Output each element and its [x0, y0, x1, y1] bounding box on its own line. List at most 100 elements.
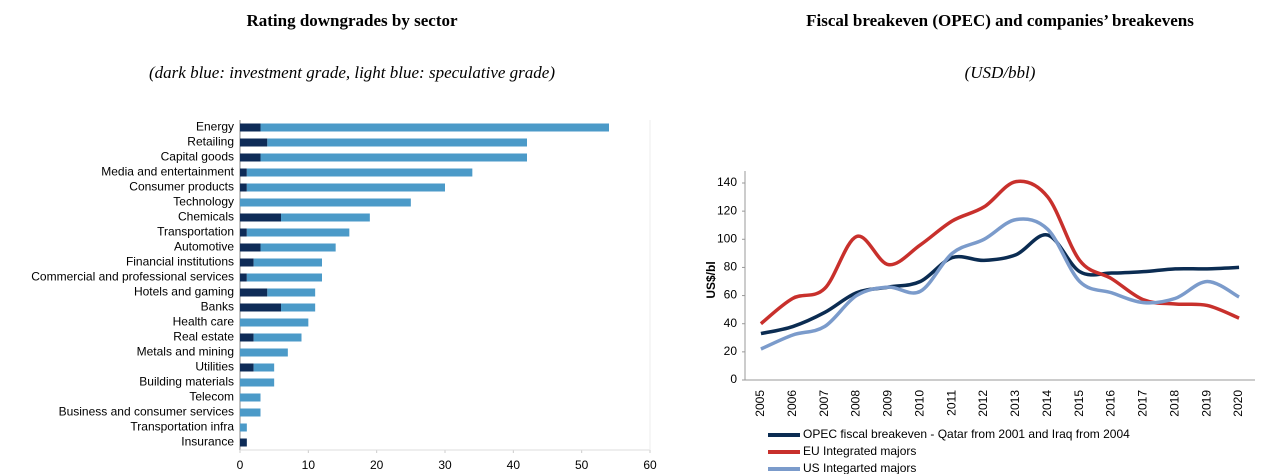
bar-segment	[240, 363, 254, 372]
y-tick-label: Transportation infra	[130, 420, 234, 434]
bar-segment	[260, 153, 527, 162]
y-tick-label: Health care	[173, 315, 235, 329]
bar-segment	[260, 243, 336, 252]
y-tick-label: Consumer products	[129, 180, 234, 194]
bar-segment	[240, 318, 309, 327]
y-tick-label: Retailing	[187, 135, 234, 149]
bar-segment	[240, 183, 247, 192]
x-tick-label: 20	[370, 458, 384, 472]
y-tick-label: Real estate	[173, 330, 234, 344]
bar-segment	[240, 123, 261, 132]
bar-segment	[240, 333, 254, 342]
x-tick-label: 2005	[753, 390, 767, 417]
chart-subtitle: (dark blue: investment grade, light blue…	[149, 63, 555, 82]
chart-title: Fiscal breakeven (OPEC) and companies’ b…	[806, 11, 1194, 30]
y-tick-label: 20	[724, 344, 738, 358]
bar-segment	[240, 168, 247, 177]
legend-label: OPEC fiscal breakeven - Qatar from 2001 …	[803, 427, 1130, 441]
bar-segment	[267, 138, 527, 147]
y-tick-label: Telecom	[189, 390, 234, 404]
y-tick-label: Chemicals	[178, 210, 234, 224]
x-tick-label: 50	[575, 458, 589, 472]
x-tick-label: 2017	[1136, 390, 1150, 417]
y-tick-label: 40	[724, 316, 738, 330]
y-tick-label: Hotels and gaming	[134, 285, 234, 299]
y-tick-label: Building materials	[139, 375, 234, 389]
bar-segment	[240, 138, 268, 147]
y-tick-label: 140	[717, 175, 737, 189]
x-tick-label: 60	[643, 458, 657, 472]
y-tick-label: Automotive	[174, 240, 234, 254]
bar-segment	[240, 243, 261, 252]
y-tick-label: 0	[730, 372, 737, 386]
bar-segment	[240, 213, 281, 222]
bar-segment	[240, 423, 247, 432]
y-tick-label: 100	[717, 231, 737, 245]
x-tick-label: 2018	[1167, 390, 1181, 417]
bar-segment	[281, 213, 370, 222]
bar-segment	[253, 363, 275, 372]
x-tick-label: 10	[302, 458, 316, 472]
bar-segment	[246, 273, 322, 282]
x-tick-label: 2010	[912, 390, 926, 417]
y-axis-label: US$/bl	[704, 261, 718, 298]
x-tick-label: 2008	[849, 390, 863, 417]
x-tick-label: 2016	[1104, 390, 1118, 417]
bar-segment	[260, 123, 609, 132]
bar-segment	[253, 333, 302, 342]
x-tick-label: 2011	[944, 390, 958, 416]
bar-segment	[253, 258, 322, 267]
x-tick-label: 2007	[817, 390, 831, 417]
bar-segment	[240, 378, 275, 387]
bar-segment	[240, 153, 261, 162]
bar-segment	[240, 228, 247, 237]
y-tick-label: Technology	[173, 195, 234, 209]
bar-segment	[246, 228, 350, 237]
bar-segment	[281, 303, 316, 312]
y-tick-label: Business and consumer services	[59, 405, 234, 419]
y-tick-label: Commercial and professional services	[31, 270, 234, 284]
y-tick-label: Metals and mining	[137, 345, 234, 359]
y-tick-label: Financial institutions	[126, 255, 234, 269]
x-tick-label: 2006	[785, 390, 799, 417]
bar-segment	[246, 183, 445, 192]
bar-segment	[240, 408, 261, 417]
x-tick-label: 2009	[881, 390, 895, 417]
legend-label: EU Integrated majors	[803, 444, 916, 458]
chart-subtitle: (USD/bbl)	[965, 63, 1036, 82]
bar-segment	[240, 198, 411, 207]
x-tick-label: 2014	[1040, 390, 1054, 417]
y-tick-label: Transportation	[157, 225, 234, 239]
bar-segment	[240, 273, 247, 282]
x-tick-label: 2012	[976, 390, 990, 417]
series-line	[760, 217, 1240, 351]
y-tick-label: Banks	[201, 300, 234, 314]
y-tick-label: 80	[724, 260, 738, 274]
x-tick-label: 2015	[1072, 390, 1086, 417]
legend-label: US Integarted majors	[803, 461, 916, 474]
series-line	[760, 233, 1240, 336]
x-tick-label: 2013	[1008, 390, 1022, 417]
x-tick-label: 40	[507, 458, 521, 472]
bar-segment	[240, 348, 288, 357]
x-tick-label: 0	[237, 458, 244, 472]
bar-segment	[240, 288, 268, 297]
y-tick-label: Energy	[196, 120, 234, 134]
bar-segment	[240, 303, 281, 312]
y-tick-label: Utilities	[195, 360, 234, 374]
y-tick-label: 60	[724, 288, 738, 302]
y-tick-label: Capital goods	[161, 150, 234, 164]
y-tick-label: Insurance	[181, 435, 234, 449]
y-tick-label: 120	[717, 203, 737, 217]
y-tick-label: Media and entertainment	[101, 165, 234, 179]
bar-segment	[240, 393, 261, 402]
x-tick-label: 30	[438, 458, 452, 472]
x-tick-label: 2019	[1199, 390, 1213, 417]
bar-segment	[246, 168, 473, 177]
chart-title: Rating downgrades by sector	[246, 11, 458, 30]
bar-segment	[240, 258, 254, 267]
bar-segment	[240, 438, 247, 447]
bar-segment	[267, 288, 316, 297]
